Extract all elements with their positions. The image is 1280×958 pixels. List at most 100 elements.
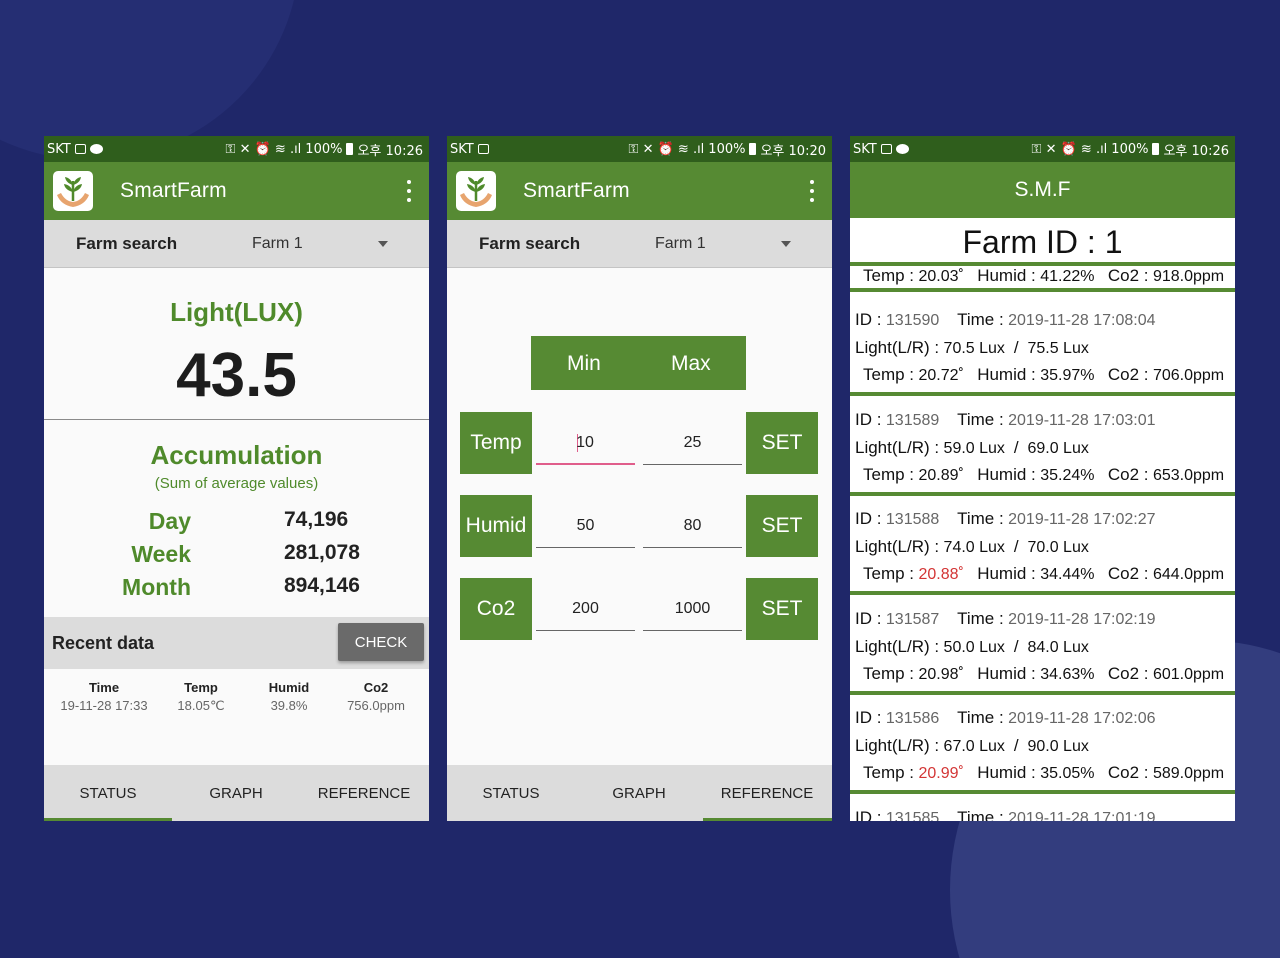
recent-col-time: Time 19-11-28 17:33 bbox=[54, 680, 154, 713]
farm-search-label: Farm search bbox=[76, 233, 178, 253]
battery-icon bbox=[749, 143, 757, 155]
farm-select-value: Farm 1 bbox=[252, 234, 303, 252]
reference-row-humid: Humid 50 80 SET bbox=[460, 495, 820, 557]
humid-max-input[interactable]: 80 bbox=[643, 508, 742, 548]
tab-reference[interactable]: REFERENCE bbox=[317, 784, 411, 802]
accumulation-title: Accumulation bbox=[150, 440, 323, 470]
accumulation-value: 894,146 bbox=[284, 574, 360, 597]
accumulation-row-week: Week 281,078 bbox=[44, 541, 429, 571]
active-tab-indicator bbox=[703, 818, 832, 821]
record-id-line: ID : 131589 Time : 2019-11-28 17:03:01 bbox=[855, 409, 1156, 429]
tab-status[interactable]: STATUS bbox=[79, 784, 137, 802]
record-humid: 34.63% bbox=[1040, 665, 1095, 683]
temp-min-value: 10 bbox=[576, 434, 594, 451]
battery-icon bbox=[346, 143, 354, 155]
recent-data-table: Time 19-11-28 17:33 Temp 18.05℃ Humid 39… bbox=[44, 669, 429, 763]
co2-set-button[interactable]: SET bbox=[746, 578, 818, 640]
record-env-line: Temp : 20.88˚ Humid : 34.44% Co2 : 644.0… bbox=[863, 564, 1225, 583]
light-title: Light(LUX) bbox=[170, 297, 303, 327]
record-time: 2019-11-28 17:08:04 bbox=[1008, 312, 1156, 329]
farm-select-dropdown[interactable]: Farm 1 bbox=[252, 226, 402, 262]
tab-graph[interactable]: GRAPH bbox=[209, 784, 263, 802]
recent-data-bar: Recent data CHECK bbox=[44, 617, 429, 669]
accumulation-label: Day bbox=[148, 508, 191, 534]
cell-value: 18.05℃ bbox=[177, 698, 225, 713]
accumulation-value: 74,196 bbox=[284, 508, 349, 531]
signal-icons: ⚿ ✕ ⏰ ≋ .ıl bbox=[225, 141, 302, 157]
image-icon bbox=[880, 144, 892, 154]
record-card: ID : 131590 Time : 2019-11-28 17:08:04 Li… bbox=[850, 300, 1235, 396]
bottom-tab-bar: STATUS GRAPH REFERENCE bbox=[447, 765, 832, 821]
record-id-line: ID : 131588 Time : 2019-11-28 17:02:27 bbox=[855, 509, 1156, 528]
accumulation-row-day: Day 74,196 bbox=[44, 508, 429, 538]
light-value: 43.5 bbox=[176, 341, 297, 410]
record-time: 2019-11-28 17:03:01 bbox=[1008, 411, 1156, 429]
accumulation-label: Week bbox=[131, 541, 191, 567]
battery-label: 100% bbox=[1111, 141, 1149, 157]
record-id: 131590 bbox=[885, 312, 940, 329]
cell-value: 756.0ppm bbox=[347, 698, 405, 713]
text-cursor bbox=[577, 433, 579, 452]
record-co2: 706.0ppm bbox=[1152, 367, 1225, 384]
temp-set-button[interactable]: SET bbox=[746, 412, 818, 474]
record-co2: 601.0ppm bbox=[1152, 665, 1225, 683]
image-icon bbox=[74, 144, 86, 154]
accumulation-subtitle: (Sum of average values) bbox=[154, 475, 319, 492]
more-vert-icon[interactable] bbox=[808, 180, 816, 202]
min-header: Min bbox=[567, 352, 601, 375]
record-card: ID : 131588 Time : 2019-11-28 17:02:27 Li… bbox=[850, 499, 1235, 595]
co2-min-input[interactable]: 200 bbox=[536, 591, 635, 631]
record-env-line: Temp : 20.72˚ Humid : 35.97% Co2 : 706.0… bbox=[863, 365, 1225, 384]
check-button[interactable]: CHECK bbox=[338, 623, 424, 661]
column-header: Temp bbox=[184, 680, 218, 695]
record-id-line: ID : 131590 Time : 2019-11-28 17:08:04 bbox=[855, 310, 1156, 329]
farm-select-dropdown[interactable]: Farm 1 bbox=[655, 226, 805, 262]
carrier-label: SKT bbox=[47, 141, 71, 157]
record-co2: 644.0ppm bbox=[1152, 566, 1225, 583]
carrier-label: SKT bbox=[853, 141, 877, 157]
light-left: 70.5 Lux bbox=[943, 340, 1005, 357]
max-header: Max bbox=[671, 352, 711, 375]
temp-min-input[interactable]: 10 bbox=[536, 425, 635, 465]
reference-label: Humid bbox=[460, 495, 532, 557]
status-bar: SKT ⚿ ✕ ⏰ ≋ .ıl 100% 오후 10:20 bbox=[447, 136, 832, 162]
record-id: 131585 bbox=[885, 809, 940, 822]
app-title: SmartFarm bbox=[120, 179, 227, 202]
record-card: ID : 131586 Time : 2019-11-28 17:02:06 Li… bbox=[850, 698, 1235, 794]
accumulation-row-month: Month 894,146 bbox=[44, 574, 429, 604]
record-temp: 20.89˚ bbox=[918, 466, 964, 484]
humid-min-input[interactable]: 50 bbox=[536, 508, 635, 548]
light-panel: Light(LUX) 43.5 bbox=[44, 268, 429, 420]
reference-row-temp: Temp 10 25 SET bbox=[460, 412, 820, 474]
chat-icon bbox=[895, 144, 909, 154]
chevron-down-icon bbox=[378, 240, 388, 247]
column-header: Time bbox=[88, 680, 120, 695]
records-list[interactable]: Temp : 20.03˚ Humid : 41.22% Co2 : 918.0… bbox=[850, 266, 1235, 821]
record-card: ID : 131585 Time : 2019-11-28 17:01:19 bbox=[850, 797, 1235, 822]
accumulation-label: Month bbox=[122, 574, 191, 600]
column-header: Co2 bbox=[363, 680, 389, 695]
record-id-line: ID : 131586 Time : 2019-11-28 17:02:06 bbox=[855, 708, 1156, 727]
tab-status[interactable]: STATUS bbox=[482, 784, 540, 802]
humid-set-button[interactable]: SET bbox=[746, 495, 818, 557]
light-left: 50.0 Lux bbox=[943, 638, 1005, 656]
tab-graph[interactable]: GRAPH bbox=[612, 784, 666, 802]
light-right: 69.0 Lux bbox=[1027, 439, 1089, 457]
light-left: 67.0 Lux bbox=[943, 738, 1005, 755]
record-light-line: Light(L/R) : 70.5 Lux / 75.5 Lux bbox=[855, 338, 1089, 357]
temp-max-input[interactable]: 25 bbox=[643, 425, 742, 465]
co2-max-input[interactable]: 1000 bbox=[643, 591, 742, 631]
light-left: 74.0 Lux bbox=[943, 539, 1005, 556]
recent-data-title: Recent data bbox=[52, 633, 155, 653]
farm-id-title: Farm ID : 1 bbox=[850, 218, 1235, 266]
bottom-tab-bar: STATUS GRAPH REFERENCE bbox=[44, 765, 429, 821]
record-light-line: Light(L/R) : 74.0 Lux / 70.0 Lux bbox=[855, 537, 1089, 556]
record-time: 2019-11-28 17:02:06 bbox=[1008, 710, 1156, 727]
more-vert-icon[interactable] bbox=[405, 180, 413, 202]
tab-reference[interactable]: REFERENCE bbox=[720, 784, 814, 802]
farm-search-label: Farm search bbox=[479, 233, 581, 253]
cell-value: 19-11-28 17:33 bbox=[60, 698, 148, 713]
reference-label: Temp bbox=[460, 412, 532, 474]
light-left: 59.0 Lux bbox=[943, 439, 1005, 457]
record-light-line: Light(L/R) : 50.0 Lux / 84.0 Lux bbox=[855, 636, 1089, 656]
